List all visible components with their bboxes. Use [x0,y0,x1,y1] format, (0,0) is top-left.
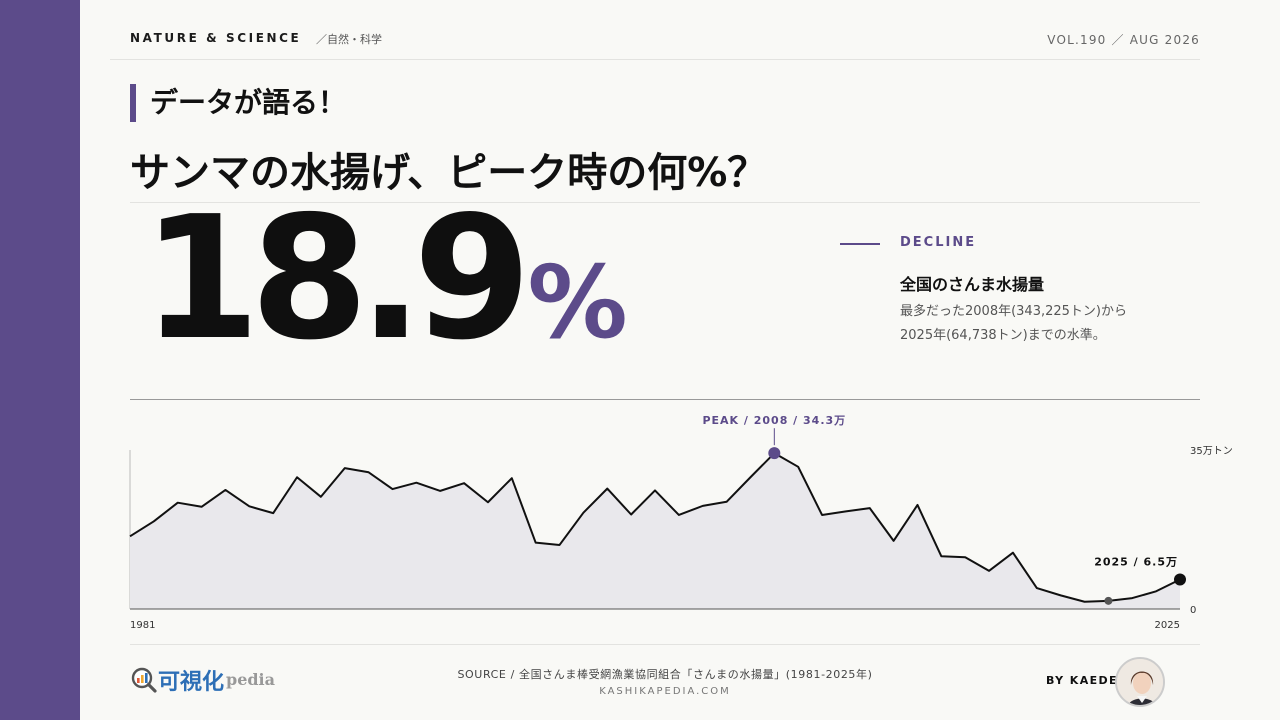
side-description: 最多だった2008年(343,225トン)から 2025年(64,738トン)ま… [900,300,1180,348]
data-point-marker [1174,573,1186,586]
latest-annotation: 2025 / 6.5万 [1094,555,1178,568]
data-point-marker [1104,596,1113,605]
big-number: 18.9% [142,180,628,380]
series-area [130,453,1180,609]
brand-label: NATURE & SCIENCE [130,31,302,45]
side-title: 全国のさんま水揚量 [900,275,1045,294]
decline-rule [840,243,880,245]
peak-annotation: PEAK / 2008 / 34.3万 [702,414,846,427]
category-label: ／自然・科学 [316,33,382,46]
side-description-line-2: 2025年(64,738トン)までの水準。 [900,328,1106,343]
y-tick-label: 0 [1190,605,1196,616]
header-bar: NATURE & SCIENCE ／自然・科学 VOL.190 ／ AUG 20… [130,31,1200,51]
author-portrait-icon [1117,659,1163,705]
header-divider [110,59,1200,60]
x-tick-label: 2025 [1155,620,1180,631]
decline-tag: DECLINE [900,235,977,250]
chart-top-rule [130,399,1200,400]
footer-divider [130,644,1200,645]
logo-sub-text: pedia [226,670,275,689]
y-tick-label: 35万トン [1190,446,1233,457]
author-byline: BY KAEDE [1046,674,1118,687]
title-divider [130,202,1200,203]
author-avatar [1115,657,1165,707]
big-number-value: 18.9 [142,180,531,378]
kicker-title: データが語る！ [130,84,346,122]
series-line [129,452,1181,603]
source-note: SOURCE / 全国さんま棒受網漁業協同組合「さんまの水揚量」(1981-20… [457,668,873,681]
data-point-marker [768,447,781,460]
side-description-line-1: 最多だった2008年(343,225トン)から [900,304,1127,319]
site-url[interactable]: KASHIKAPEDIA.COM [599,686,731,697]
page-title: サンマの水揚げ、ピーク時の何%？ [130,150,768,196]
logo-main-text: 可視化 [158,670,225,695]
volume-label: VOL.190 ／ AUG 2026 [1047,33,1200,47]
sidebar-accent [0,0,80,720]
big-number-unit: % [527,244,628,361]
x-tick-label: 1981 [130,620,155,631]
infographic-page: NATURE & SCIENCE ／自然・科学 VOL.190 ／ AUG 20… [80,0,1280,720]
magnifier-chart-icon [131,667,157,693]
landings-area-chart: 35万トン 0 1981 2025 PEAK / 2008 / 34.3万 2025 / … [129,414,1233,631]
